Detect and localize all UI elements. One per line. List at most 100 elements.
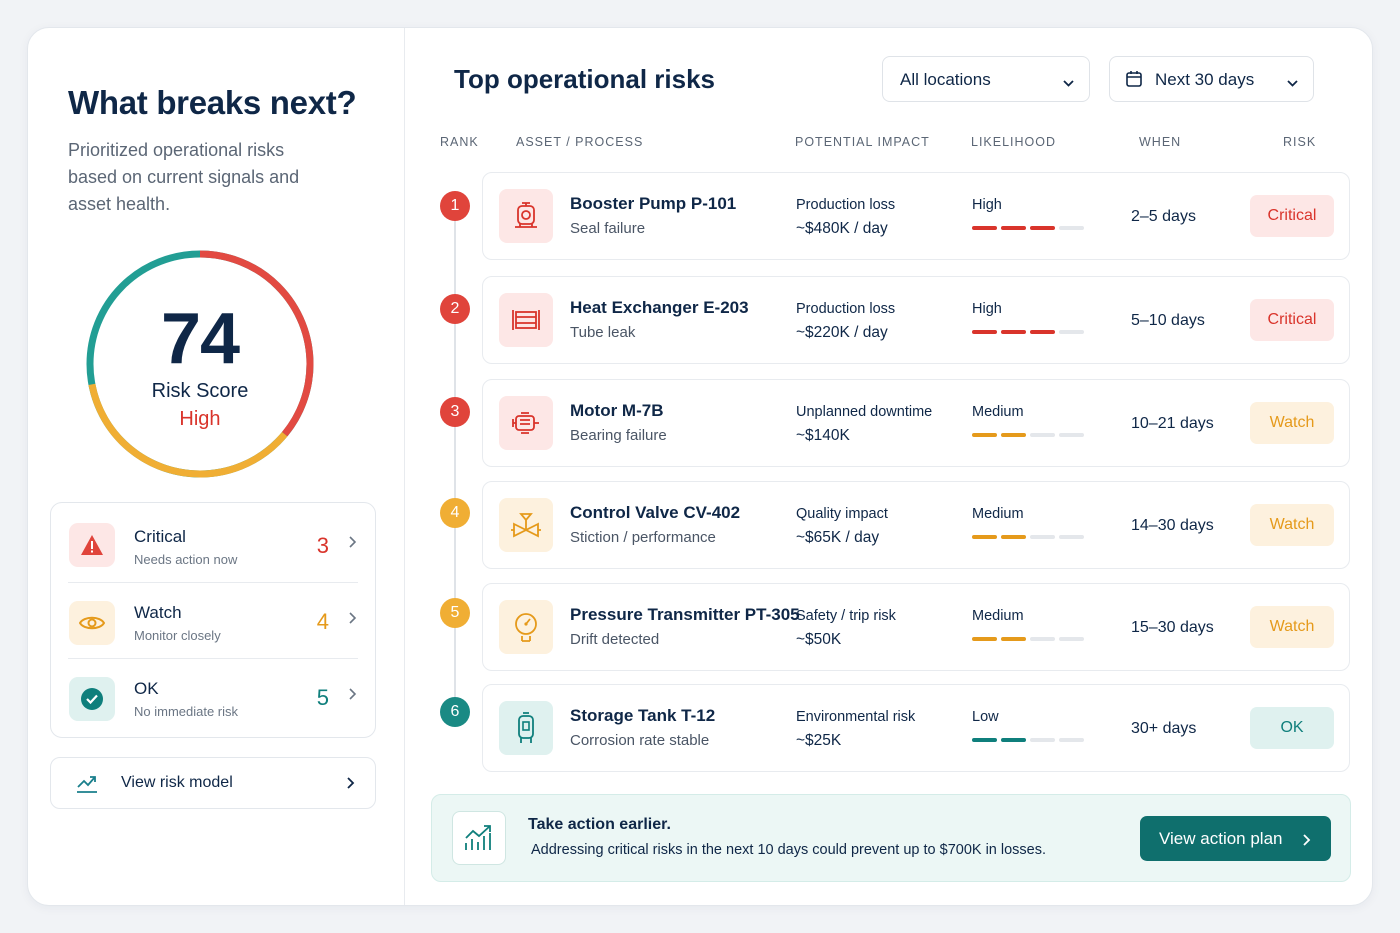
column-header-impact: POTENTIAL IMPACT (795, 135, 930, 149)
heat-exchanger-icon (499, 293, 553, 347)
risk-row[interactable]: Booster Pump P-101 Seal failure Producti… (482, 172, 1350, 260)
failure-mode: Bearing failure (570, 427, 667, 444)
summary-row-watch[interactable]: Watch Monitor closely 4 (51, 583, 375, 659)
likelihood-label: Medium (972, 404, 1024, 420)
risk-status-badge: Critical (1250, 299, 1334, 341)
time-to-failure: 15–30 days (1131, 619, 1214, 636)
dashboard-card: What breaks next? Prioritized operationa… (27, 27, 1373, 906)
risk-row[interactable]: Heat Exchanger E-203 Tube leak Productio… (482, 276, 1350, 364)
rank-badge: 1 (440, 191, 470, 221)
column-header-rank: RANK (440, 135, 479, 149)
time-to-failure: 2–5 days (1131, 208, 1196, 225)
risk-row[interactable]: Control Valve CV-402 Stiction / performa… (482, 481, 1350, 569)
summary-subtitle: No immediate risk (134, 704, 239, 719)
chevron-down-icon (1062, 73, 1075, 93)
section-title: Top operational risks (454, 64, 716, 94)
view-action-plan-label: View action plan (1159, 829, 1283, 848)
failure-mode: Seal failure (570, 220, 646, 237)
time-to-failure: 14–30 days (1131, 517, 1214, 534)
time-to-failure: 10–21 days (1131, 415, 1214, 432)
likelihood-bar-segment (1001, 226, 1026, 230)
page-title: What breaks next? (68, 84, 357, 121)
risk-table-panel: Top operational risks All locations Next… (406, 28, 1372, 905)
eye-icon (69, 601, 115, 645)
rank-badge: 4 (440, 498, 470, 528)
risk-score-level: High (179, 408, 221, 430)
failure-mode: Tube leak (570, 324, 636, 341)
risk-status-badge: Watch (1250, 504, 1334, 546)
calendar-icon (1126, 70, 1142, 92)
trend-chart-icon (75, 772, 99, 799)
time-to-failure: 30+ days (1131, 720, 1197, 737)
chevron-right-icon (348, 687, 357, 706)
asset-name: Motor M-7B (570, 401, 664, 420)
view-risk-model-label: View risk model (121, 774, 233, 791)
location-filter-dropdown[interactable]: All locations (882, 56, 1090, 102)
summary-row-ok[interactable]: OK No immediate risk 5 (51, 659, 375, 735)
likelihood-meter (972, 738, 1084, 743)
likelihood-bar-segment (1001, 330, 1026, 334)
likelihood-bar-segment (1059, 330, 1084, 334)
column-header-when: WHEN (1139, 135, 1182, 149)
likelihood-bar-segment (1059, 535, 1084, 539)
failure-mode: Corrosion rate stable (570, 732, 710, 749)
chevron-right-icon (348, 535, 357, 554)
likelihood-bar-segment (972, 637, 997, 641)
likelihood-bar-segment (1059, 433, 1084, 437)
banner-title: Take action earlier. (528, 816, 671, 833)
likelihood-bar-segment (972, 738, 997, 742)
pump-icon (499, 189, 553, 243)
valve-icon (499, 498, 553, 552)
failure-mode: Stiction / performance (570, 529, 716, 546)
page-subtitle: Prioritized operational risks based on c… (68, 140, 300, 214)
summary-count: 3 (316, 533, 329, 558)
banner-text: Addressing critical risks in the next 10… (531, 842, 1047, 858)
divider (68, 658, 358, 659)
risk-row[interactable]: Motor M-7B Bearing failure Unplanned dow… (482, 379, 1350, 467)
view-risk-model-button[interactable]: View risk model (50, 757, 376, 809)
likelihood-bar-segment (1030, 433, 1055, 437)
asset-name: Control Valve CV-402 (570, 503, 741, 522)
likelihood-bar-segment (972, 330, 997, 334)
impact-value: ~$220K / day (796, 324, 888, 341)
summary-title: OK (134, 679, 159, 698)
column-header-likelihood: LIKELIHOOD (971, 135, 1057, 149)
date-range-value: Next 30 days (1155, 70, 1255, 89)
likelihood-bar-segment (972, 226, 997, 230)
impact-value: ~$50K (796, 631, 842, 648)
date-range-dropdown[interactable]: Next 30 days (1109, 56, 1314, 102)
location-filter-value: All locations (900, 70, 991, 89)
likelihood-bar-segment (1001, 637, 1026, 641)
view-action-plan-button[interactable]: View action plan (1140, 816, 1331, 861)
likelihood-bar-segment (1001, 738, 1026, 742)
risk-status-badge: Watch (1250, 402, 1334, 444)
summary-subtitle: Monitor closely (134, 628, 221, 643)
summary-count: 4 (316, 609, 329, 634)
summary-title: Watch (134, 603, 182, 622)
likelihood-bar-segment (1030, 535, 1055, 539)
risk-score-gauge: 74 Risk Score High (82, 246, 318, 482)
divider (68, 582, 358, 583)
likelihood-bar-segment (1059, 738, 1084, 742)
likelihood-bar-segment (1030, 330, 1055, 334)
likelihood-bar-segment (972, 433, 997, 437)
risk-row[interactable]: Pressure Transmitter PT-305 Drift detect… (482, 583, 1350, 671)
impact-type: Quality impact (796, 506, 888, 522)
impact-value: ~$140K (796, 427, 850, 444)
summary-subtitle: Needs action now (134, 552, 238, 567)
alert-triangle-icon (69, 523, 115, 567)
risk-row[interactable]: Storage Tank T-12 Corrosion rate stable … (482, 684, 1350, 772)
impact-value: ~$480K / day (796, 220, 888, 237)
risk-score-value: 74 (160, 299, 240, 379)
likelihood-bar-segment (972, 535, 997, 539)
check-circle-icon (69, 677, 115, 721)
rank-badge: 5 (440, 598, 470, 628)
rank-badge: 3 (440, 397, 470, 427)
likelihood-bar-segment (1059, 226, 1084, 230)
impact-type: Environmental risk (796, 709, 916, 725)
trend-up-icon (452, 811, 506, 865)
summary-row-critical[interactable]: Critical Needs action now 3 (51, 505, 375, 581)
chevron-down-icon (1286, 73, 1299, 93)
likelihood-bar-segment (1030, 226, 1055, 230)
impact-type: Unplanned downtime (796, 404, 933, 420)
